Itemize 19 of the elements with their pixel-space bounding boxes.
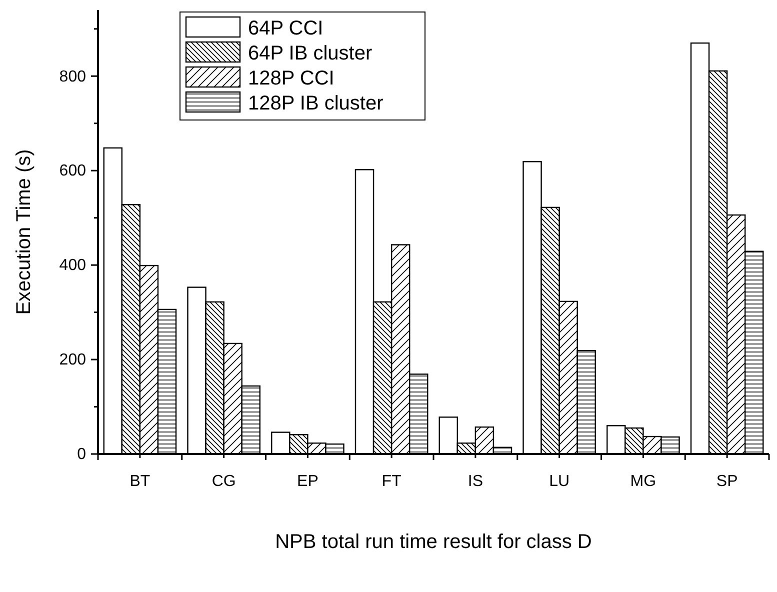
x-axis-title: NPB total run time result for class D <box>275 531 592 553</box>
legend-label: 128P IB cluster <box>248 92 384 114</box>
y-tick-label: 200 <box>59 352 86 369</box>
x-tick-label: CG <box>212 472 236 490</box>
legend-label: 64P IB cluster <box>248 42 372 64</box>
y-axis-title: Execution Time (s) <box>13 149 35 315</box>
x-tick-label: FT <box>382 472 402 490</box>
x-tick-label: LU <box>549 472 570 490</box>
y-tick-label: 0 <box>77 446 86 464</box>
x-tick-label: BT <box>130 472 150 490</box>
legend-label: 128P CCI <box>248 68 334 90</box>
legend-label: 64P CCI <box>248 18 324 40</box>
x-tick-label: IS <box>468 472 483 490</box>
y-tick-label: 600 <box>59 162 86 180</box>
y-tick-label: 400 <box>59 257 86 274</box>
x-tick-label: EP <box>297 472 318 490</box>
x-tick-label: MG <box>630 472 656 490</box>
x-tick-label: SP <box>716 472 738 490</box>
y-tick-label: 800 <box>59 68 86 86</box>
